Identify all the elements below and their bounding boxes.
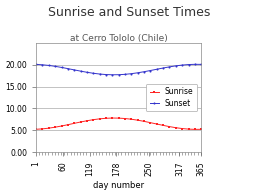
Sunrise [73, 122, 76, 125]
Sunrise [124, 117, 127, 120]
Sunrise [149, 121, 152, 124]
Sunset [200, 63, 203, 66]
Sunrise [54, 126, 57, 128]
Sunrise [136, 119, 139, 121]
Sunrise [193, 128, 196, 130]
Sunset [155, 68, 158, 70]
Sunset [168, 66, 171, 68]
Sunrise [142, 120, 146, 122]
Sunrise [66, 124, 69, 126]
Sunset [181, 64, 184, 66]
Sunrise [79, 121, 82, 123]
Sunset [162, 67, 165, 69]
Sunset [124, 73, 127, 75]
Sunset [41, 64, 44, 66]
Sunset [117, 74, 120, 76]
Sunset [111, 74, 114, 76]
Sunset [98, 73, 101, 75]
Sunset [149, 69, 152, 72]
Sunrise [187, 128, 190, 130]
Sunset [47, 64, 50, 67]
Sunrise [41, 128, 44, 130]
Sunrise [104, 117, 108, 120]
Sunset [85, 71, 88, 74]
Sunset [60, 66, 63, 69]
Sunset [130, 73, 133, 75]
Sunset [54, 65, 57, 67]
Sunrise [47, 127, 50, 129]
Sunrise [200, 128, 203, 130]
Sunrise [168, 125, 171, 128]
Sunset [142, 71, 146, 73]
Sunrise [181, 127, 184, 130]
Text: Sunrise and Sunset Times: Sunrise and Sunset Times [48, 6, 210, 19]
Sunrise [85, 120, 88, 122]
Sunset [187, 63, 190, 66]
Line: Sunrise: Sunrise [35, 117, 203, 131]
Sunset [174, 65, 178, 67]
Sunset [92, 72, 95, 74]
Sunset [66, 67, 69, 70]
Title: at Cerro Tololo (Chile): at Cerro Tololo (Chile) [70, 34, 167, 43]
Sunset [193, 63, 196, 66]
Sunset [35, 63, 38, 66]
Sunset [104, 73, 108, 76]
Sunrise [174, 127, 178, 129]
Sunrise [162, 124, 165, 127]
Sunrise [35, 128, 38, 130]
Sunrise [155, 123, 158, 125]
Sunset [79, 70, 82, 72]
Line: Sunset: Sunset [34, 62, 203, 77]
Sunrise [98, 118, 101, 120]
Sunrise [60, 125, 63, 127]
Legend: Sunrise, Sunset: Sunrise, Sunset [146, 83, 197, 112]
X-axis label: day number: day number [93, 181, 144, 190]
Sunset [136, 72, 139, 74]
Sunset [73, 69, 76, 71]
Sunrise [111, 117, 114, 119]
Sunrise [130, 118, 133, 120]
Sunrise [92, 119, 95, 121]
Sunrise [117, 117, 120, 119]
